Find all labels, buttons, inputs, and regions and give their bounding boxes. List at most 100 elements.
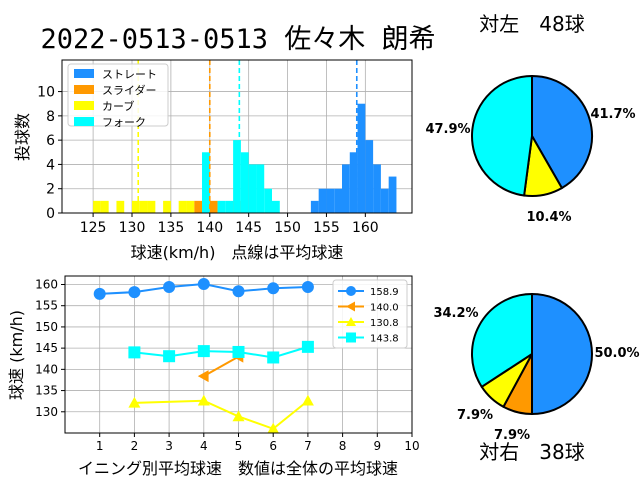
line-point [301,340,314,353]
histogram-bar [365,140,374,213]
line-legend-label: 140.0 [370,303,399,314]
line-y-axis-label: 球速 (km/h) [7,310,26,400]
histogram-y-tick-label: 6 [46,133,55,149]
line-x-tick-label: 3 [165,439,173,453]
line-y-tick-label: 130 [35,405,58,419]
line-point [128,346,141,359]
line-legend-marker [346,286,356,296]
line-x-tick-label: 4 [200,439,208,453]
line-legend-box [332,279,408,349]
histogram-bar [163,200,171,213]
pie-left-slice [531,74,593,190]
line-y-tick-label: 160 [35,277,58,291]
line-point [301,394,314,406]
histogram-y-tick-label: 8 [46,109,55,125]
histogram-bar [373,164,381,213]
histogram-bar [357,103,366,213]
line-legend-label: 143.8 [370,334,399,345]
line-y-tick-label: 145 [35,341,58,355]
line-point [163,281,176,294]
histogram-bar [272,200,280,213]
pie-right-slice-label: 50.0% [594,346,639,361]
histogram-legend-label: スライダー [102,83,157,97]
line-point [93,287,106,300]
histogram-bar [326,188,335,213]
histogram-x-axis-label: 球速(km/h) 点線は平均球速 [131,243,344,262]
histogram-legend-label: フォーク [102,116,146,129]
histogram-x-tick-label: 130 [119,220,146,236]
line-point [232,345,245,358]
line-point [267,422,280,434]
histogram-x-tick-label: 155 [313,220,340,236]
histogram-legend-swatch [74,117,94,126]
histogram-x-tick-label: 140 [196,220,223,236]
histogram-bar [194,200,202,213]
line-point [197,278,210,291]
line-legend-label: 130.8 [370,318,399,329]
pie-left-title: 対左 48球 [479,12,584,36]
histogram-bar [202,152,210,213]
histogram-bar [380,188,389,213]
pie-right-slice [471,292,533,389]
histogram-x-tick-label: 145 [235,220,262,236]
histogram-x-tick-label: 160 [352,220,379,236]
line-x-tick-label: 8 [339,439,347,453]
histogram-bar [388,176,397,213]
line-frame [64,275,413,434]
line-x-tick-label: 10 [404,439,419,453]
histogram-bar [310,200,319,213]
line-x-tick-label: 6 [269,439,277,453]
pie-left-slice-label: 47.9% [425,122,470,137]
line-y-tick-label: 135 [35,384,58,398]
histogram-bar [225,200,234,213]
line-point [128,396,141,408]
pie-right-slice-label: 34.2% [433,306,478,321]
histogram-legend-swatch [74,69,94,78]
histogram-bar [248,164,257,213]
line-x-tick-label: 2 [131,439,139,453]
line-point [197,394,210,406]
histogram-bar [233,140,241,213]
line-y-tick-label: 140 [35,362,58,376]
line-y-tick-label: 150 [35,320,58,334]
line-x-axis-label: イニング別平均球速 数値は全体の平均球速 [78,459,398,478]
histogram-legend-box [67,63,169,127]
histogram-bar [256,164,265,213]
line-legend-label: 158.9 [370,287,399,298]
pie-left-slice-label: 10.4% [526,210,571,225]
histogram-bar [93,200,101,213]
histogram-bar [217,200,226,213]
line-legend-marker [346,332,356,343]
histogram-legend-label: カーブ [102,99,134,113]
histogram-bar [318,188,327,213]
line-series-path [134,399,309,430]
line-x-tick-label: 1 [96,439,104,453]
pie-left-slice-label: 41.7% [590,107,635,122]
histogram-bar [147,200,156,213]
histogram-y-tick-label: 0 [46,206,55,222]
line-point [163,350,176,363]
histogram-legend-swatch [74,85,94,94]
pie-right-title: 対右 38球 [479,440,584,464]
histogram-bar [100,200,109,213]
line-y-tick-label: 155 [35,299,58,313]
histogram-bar [349,152,358,213]
report-title: 2022-0513-0513 佐々木 朗希 [40,24,435,55]
line-x-tick-label: 9 [373,439,381,453]
histogram-y-tick-label: 10 [37,85,55,101]
histogram-bar [240,152,249,213]
line-point [267,282,280,295]
histogram-bar [209,200,218,213]
histogram-legend-label: ストレート [102,68,157,81]
line-point [267,351,280,364]
histogram-x-tick-label: 135 [158,220,185,236]
line-x-tick-label: 5 [235,439,243,453]
pie-left-slice [471,74,533,197]
histogram-bar [334,188,342,213]
line-point [232,410,245,422]
histogram-bar [132,200,140,213]
histogram-bar [264,188,272,213]
histogram-bar [342,164,350,213]
